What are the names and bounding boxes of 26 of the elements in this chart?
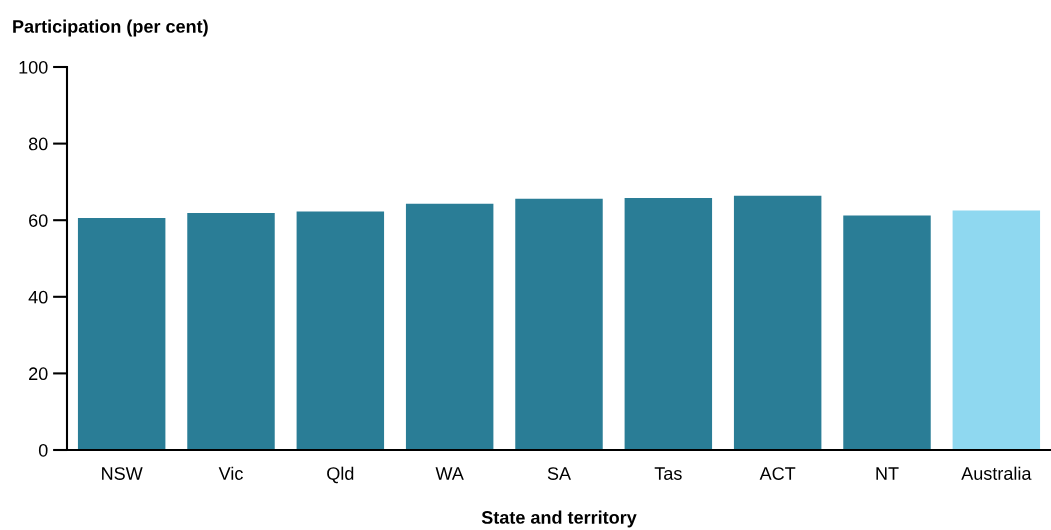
bar — [733, 195, 822, 450]
x-tick-label: SA — [547, 467, 572, 480]
x-tick-label: ACT — [759, 467, 796, 480]
y-tick-label: 80 — [28, 137, 48, 151]
bar — [624, 197, 713, 450]
bar — [296, 211, 385, 450]
x-tick-label: Vic — [218, 466, 243, 480]
x-tick-label: Australia — [961, 466, 1032, 480]
bar — [405, 203, 494, 450]
x-tick-label: WA — [435, 467, 464, 480]
bar — [843, 215, 931, 450]
y-tick-label: 0 — [38, 443, 48, 457]
y-tick-label: 40 — [28, 290, 48, 304]
y-tick-label: 20 — [29, 367, 48, 381]
x-tick-label: Qld — [327, 466, 354, 484]
bar — [952, 210, 1041, 450]
x-tick-label: NSW — [102, 467, 143, 480]
bar — [187, 212, 275, 450]
x-tick-label: NT — [876, 467, 899, 480]
x-axis-title: State and territory — [481, 510, 637, 528]
bar — [77, 217, 166, 450]
x-tick-label: Tas — [654, 467, 682, 480]
bar — [515, 198, 603, 450]
y-tick-label: 100 — [19, 60, 48, 74]
y-tick-label: 60 — [29, 214, 48, 227]
y-axis-title: Participation (per cent) — [13, 19, 208, 37]
